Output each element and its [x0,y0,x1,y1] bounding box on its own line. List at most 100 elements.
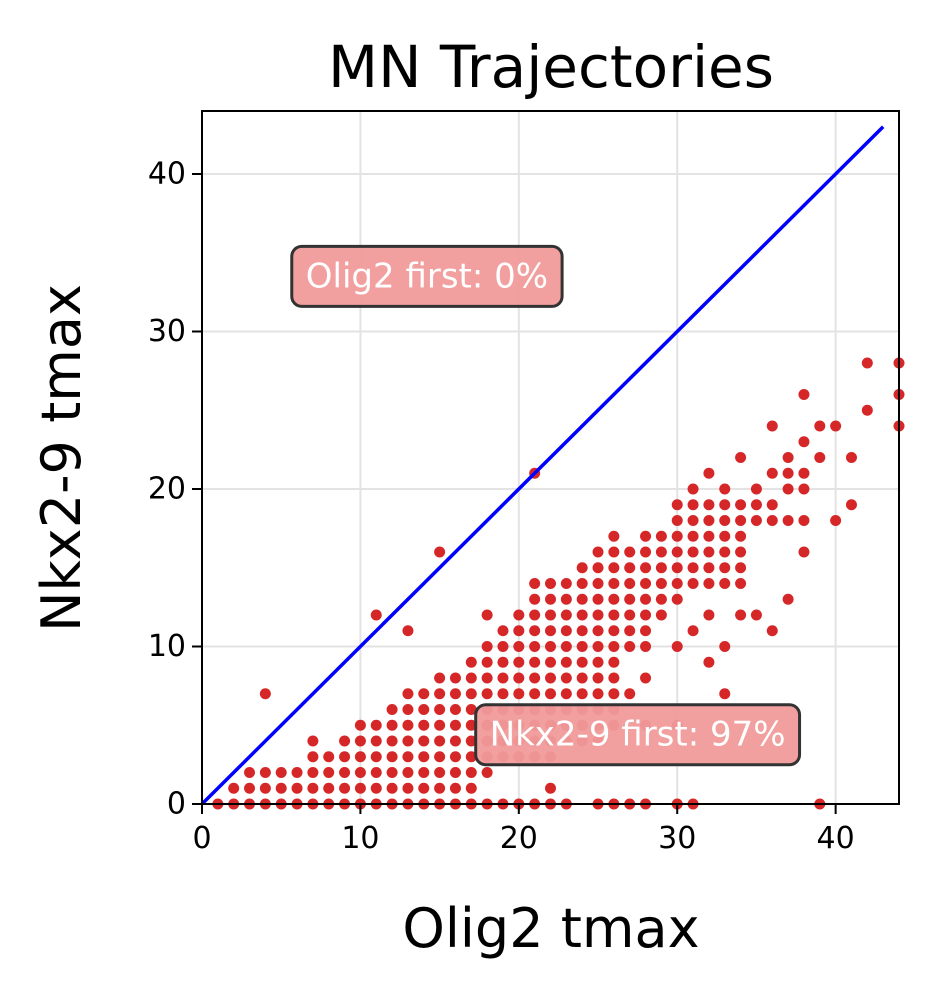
data-point [608,593,620,605]
y-tick-label: 40 [148,157,186,192]
data-point [576,578,588,589]
data-point [323,767,335,778]
data-point [307,735,319,747]
data-point [449,767,461,778]
data-point [735,515,747,526]
data-point [434,782,446,794]
data-point [497,688,509,700]
data-point [323,782,335,794]
data-point [671,515,683,526]
data-point [481,641,493,652]
data-point [735,578,747,589]
data-point [529,641,541,652]
data-point [386,751,398,763]
data-point [513,625,525,637]
data-point [640,641,652,652]
data-point [608,688,620,700]
data-point [624,688,636,700]
data-point [529,578,541,589]
data-point [244,767,256,778]
data-point [244,782,256,794]
data-point [845,452,857,463]
x-axis-label: Olig2 tmax [402,897,699,960]
data-point [782,593,794,605]
data-point [814,452,826,463]
data-point [798,389,810,400]
data-point [655,593,667,605]
data-point [449,719,461,731]
data-point [370,782,382,794]
data-point [608,546,620,558]
y-tick-label: 30 [148,314,186,349]
data-point [545,688,556,700]
data-point [687,625,699,637]
data-point [719,546,731,558]
y-axis-ticks: 0 10 20 30 40 [148,157,202,822]
data-point [576,672,588,684]
data-point [418,719,430,731]
diagonal-line [200,125,885,806]
data-point [624,562,636,574]
data-point [291,782,303,794]
data-point [750,515,762,526]
data-point [402,735,414,747]
data-point [418,704,430,715]
data-point [228,782,240,794]
data-point [655,609,667,621]
data-point [402,751,414,763]
data-point [354,719,366,731]
data-point [513,641,525,652]
data-point [354,767,366,778]
data-point [465,751,477,763]
data-point [434,751,446,763]
data-point [592,593,604,605]
data-point [798,546,810,558]
data-point [624,593,636,605]
data-point [560,656,572,668]
annotation-box: Nkx2-9 first: 97% [474,703,802,767]
data-point [798,483,810,495]
data-point [624,641,636,652]
data-point [703,609,715,621]
data-point [449,704,461,715]
data-point [719,688,731,700]
data-point [750,483,762,495]
data-point [402,625,414,637]
data-point [354,751,366,763]
data-point [418,688,430,700]
data-point [339,735,351,747]
data-point [465,782,477,794]
data-point [529,656,541,668]
data-point [798,436,810,448]
data-point [640,609,652,621]
data-point [592,688,604,700]
data-point [592,578,604,589]
data-point [766,499,778,511]
data-point [434,767,446,778]
annotation-box-background [474,703,802,767]
data-point [640,578,652,589]
data-point [259,782,271,794]
data-point [576,562,588,574]
data-point [560,641,572,652]
data-point [434,719,446,731]
data-point [703,530,715,542]
data-point [275,782,287,794]
data-point [735,546,747,558]
data-point [687,578,699,589]
data-point [719,499,731,511]
data-point [402,688,414,700]
data-point [719,530,731,542]
data-point [766,467,778,479]
data-point [782,452,794,463]
data-point [545,625,556,637]
data-point [370,767,382,778]
data-point [434,704,446,715]
data-point [513,656,525,668]
data-point [529,593,541,605]
data-point [703,546,715,558]
data-point [640,672,652,684]
data-point [703,562,715,574]
data-point [386,782,398,794]
data-point [402,719,414,731]
